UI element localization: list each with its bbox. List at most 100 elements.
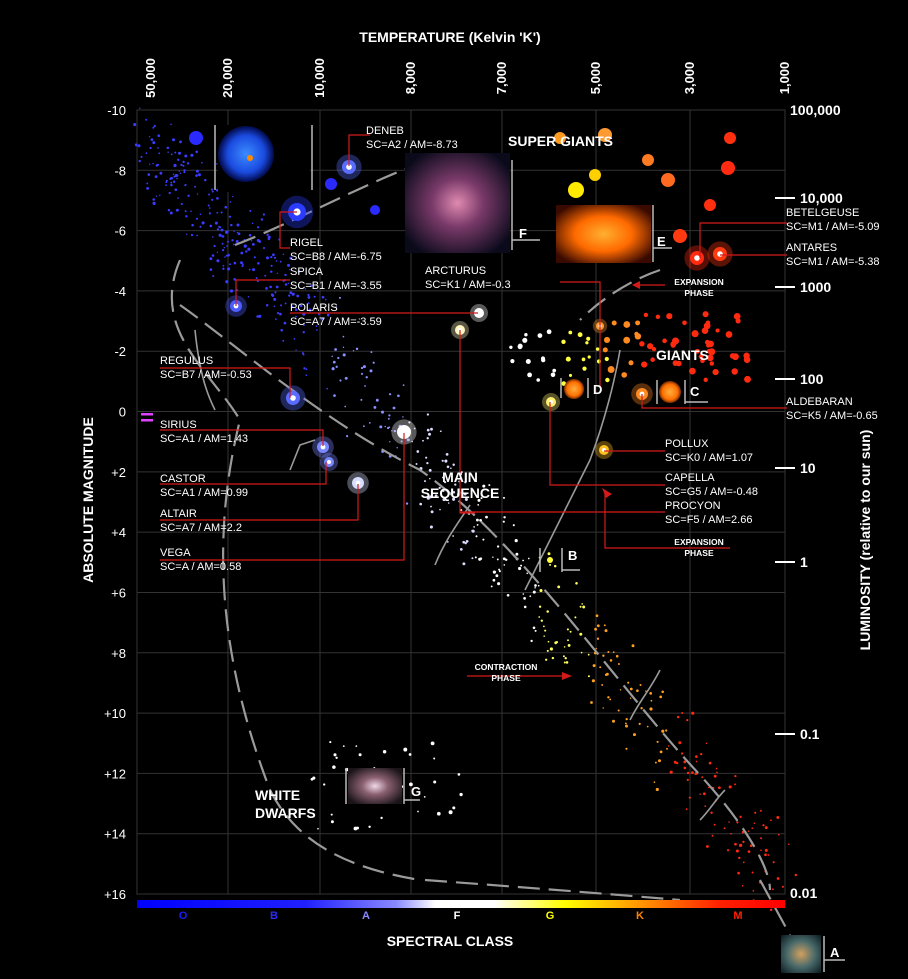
star-dot [293, 338, 296, 340]
star-dot [439, 430, 442, 433]
star-dot [145, 118, 148, 121]
star-dot [444, 481, 447, 484]
star-dot [713, 774, 717, 778]
star-dot [241, 263, 244, 266]
star-dot [419, 502, 423, 506]
marker-e: E [657, 234, 666, 249]
star-dot [429, 525, 433, 529]
giant-dot [537, 333, 543, 338]
star-dot [776, 877, 780, 880]
star-dot [240, 251, 244, 255]
luminosity-tick-label: 100 [800, 371, 824, 387]
star-dot [209, 268, 213, 271]
star-dot [212, 236, 214, 238]
star-dot [515, 552, 519, 556]
star-dot [326, 313, 330, 317]
star-dot [388, 414, 391, 417]
star-dot [233, 277, 237, 281]
giant-dot [689, 367, 696, 375]
star-dot [416, 450, 420, 453]
star-dot [426, 496, 430, 500]
star-dot [654, 761, 657, 764]
star-dot [557, 585, 561, 589]
star-dot [271, 294, 275, 297]
label-capella-name: CAPELLA [665, 472, 715, 484]
star-dot [391, 430, 393, 432]
temperature-tick-label: 5,000 [588, 62, 603, 95]
giant-dot [561, 339, 566, 344]
star-dot [488, 484, 491, 487]
star-dot [208, 193, 210, 196]
label-arcturus-info: SC=K1 / AM=-0.3 [425, 279, 511, 291]
star-dot [703, 792, 706, 796]
star-dot [705, 742, 708, 745]
star-dot [343, 353, 346, 356]
star-dot [678, 741, 682, 745]
star-dot [549, 563, 552, 566]
star-dot [370, 351, 373, 354]
white-dwarf-dot [333, 753, 337, 757]
giant-dot [605, 377, 610, 383]
star-dot [495, 574, 499, 578]
star-dot [464, 542, 467, 545]
star-dot [441, 476, 444, 479]
temperature-tick-label: 10,000 [312, 58, 327, 98]
giant-dot [510, 359, 515, 364]
star-dot [224, 256, 226, 258]
white-dwarf-dot [459, 792, 463, 797]
star-dot [270, 264, 273, 267]
label-pollux-info: SC=K0 / AM=1.07 [665, 452, 753, 464]
named-star-core [717, 251, 723, 257]
star-dot [567, 643, 571, 647]
star-dot [282, 339, 285, 342]
star-dot [180, 202, 183, 206]
star-dot [233, 230, 235, 233]
star-dot [185, 215, 188, 218]
star-dot [279, 312, 282, 316]
star-dot [502, 496, 506, 499]
super-giant-dot [598, 128, 612, 142]
star-dot [289, 256, 293, 260]
star-dot [776, 816, 780, 819]
star-dot [464, 497, 468, 501]
star-dot [291, 292, 295, 296]
star-dot [615, 654, 619, 658]
star-dot [204, 178, 207, 182]
star-dot [430, 510, 434, 514]
star-dot [772, 861, 775, 864]
star-dot [478, 557, 482, 561]
star-dot [470, 487, 473, 490]
star-dot [158, 152, 161, 155]
star-dot [333, 394, 336, 397]
star-dot [411, 440, 413, 443]
giant-dot [704, 339, 710, 345]
luminosity-tick-label: 0.01 [790, 885, 817, 901]
giant-dot [703, 377, 708, 382]
star-dot [438, 486, 441, 490]
star-dot [235, 240, 239, 243]
magnitude-tick-label: -10 [107, 103, 126, 118]
star-dot [392, 406, 396, 410]
star-dot [379, 425, 383, 429]
star-dot [146, 182, 149, 185]
star-dot [452, 463, 455, 466]
luminosity-tick-label: 10,000 [800, 190, 843, 206]
star-dot [255, 277, 258, 279]
star-dot [173, 163, 177, 168]
star-dot [482, 538, 485, 541]
star-dot [728, 821, 730, 823]
star-dot [273, 305, 276, 308]
giant-dot [635, 320, 641, 326]
star-dot [297, 270, 301, 273]
star-dot [194, 185, 197, 188]
magnitude-tick-label: -6 [114, 224, 126, 239]
star-dot [221, 248, 225, 252]
star-dot [551, 656, 555, 660]
white-dwarf-dot [417, 810, 419, 813]
star-dot [607, 696, 610, 699]
star-dot [649, 707, 653, 711]
spectral-class-label: A [362, 910, 370, 922]
star-dot [380, 410, 385, 414]
star-dot [196, 234, 198, 237]
star-dot [179, 172, 182, 175]
